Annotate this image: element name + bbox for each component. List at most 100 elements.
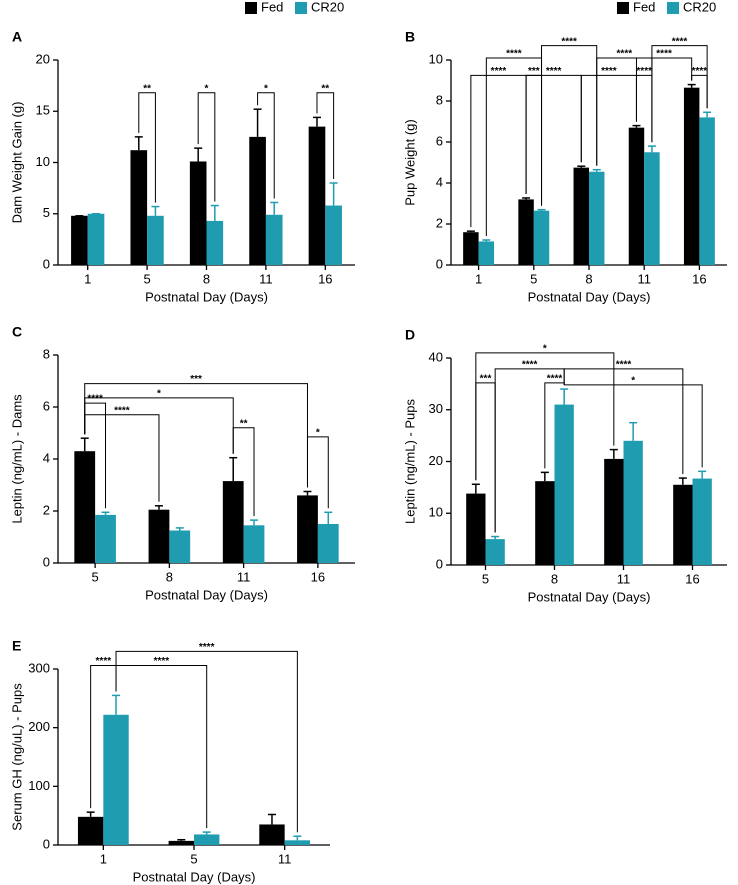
bar <box>297 495 318 563</box>
significance-label: ** <box>321 83 329 94</box>
y-tick-label: 5 <box>43 205 50 220</box>
significance-bracket <box>563 368 684 475</box>
bar <box>535 481 555 565</box>
y-axis-label: Pup Weight (g) <box>402 119 417 205</box>
y-axis-label: Leptin (ng/mL) - Dams <box>9 394 24 524</box>
bar <box>644 152 660 265</box>
significance-bracket <box>138 92 156 203</box>
legend-label: Fed <box>261 0 283 14</box>
y-tick-label: 2 <box>43 502 50 517</box>
legend-swatch <box>295 2 307 14</box>
significance-label: **** <box>546 66 562 77</box>
significance-bracket <box>197 92 216 202</box>
y-tick-label: 10 <box>36 154 50 169</box>
bar <box>206 220 224 265</box>
x-tick-label: 11 <box>617 571 631 586</box>
bar <box>284 840 311 845</box>
significance-label: **** <box>636 66 652 77</box>
significance-label: * <box>157 389 161 400</box>
significance-label: ** <box>240 418 248 429</box>
x-tick-label: 16 <box>692 271 706 286</box>
bar <box>168 840 194 845</box>
bar <box>589 171 605 265</box>
x-tick-label: 1 <box>84 271 91 286</box>
x-axis-label: Postnatal Day (Days) <box>145 289 268 304</box>
bar <box>317 524 339 563</box>
bar <box>623 440 643 565</box>
significance-label: **** <box>522 360 538 371</box>
y-tick-label: 6 <box>43 398 50 413</box>
bar <box>485 539 505 565</box>
significance-label: * <box>264 83 268 94</box>
significance-label: *** <box>480 373 492 384</box>
bar <box>463 232 479 265</box>
panel-label: B <box>405 29 415 45</box>
bar <box>147 215 164 265</box>
significance-bracket <box>563 384 703 468</box>
legend-swatch <box>245 2 257 14</box>
x-tick-label: 1 <box>475 271 482 286</box>
significance-label: **** <box>96 656 112 667</box>
significance-label: **** <box>601 66 617 77</box>
bar <box>265 214 283 265</box>
bar <box>533 210 550 265</box>
significance-bracket <box>84 383 308 488</box>
y-tick-label: 0 <box>436 256 443 271</box>
bar <box>71 215 88 265</box>
y-tick-label: 0 <box>43 836 50 851</box>
x-tick-label: 5 <box>530 271 537 286</box>
significance-bracket <box>525 74 582 194</box>
significance-label: **** <box>692 66 708 77</box>
bar <box>74 451 96 563</box>
significance-bracket <box>316 92 335 179</box>
significance-bracket <box>651 45 708 143</box>
significance-label: *** <box>190 374 202 385</box>
bar <box>249 136 266 265</box>
significance-label: **** <box>87 394 103 405</box>
y-axis-label: Leptin (ng/mL) - Pups <box>402 399 417 525</box>
significance-bracket <box>475 352 615 481</box>
x-axis-label: Postnatal Day (Days) <box>528 289 651 304</box>
significance-label: **** <box>547 373 563 384</box>
x-tick-label: 8 <box>203 271 210 286</box>
x-tick-label: 11 <box>259 271 273 286</box>
significance-label: **** <box>617 49 633 60</box>
legend-label: Fed <box>633 0 655 14</box>
y-tick-label: 15 <box>36 103 50 118</box>
x-tick-label: 5 <box>190 851 197 866</box>
bar <box>554 404 574 565</box>
significance-bracket <box>635 57 693 122</box>
significance-label: **** <box>561 36 577 47</box>
significance-label: * <box>631 376 635 387</box>
significance-label: * <box>543 343 547 354</box>
significance-label: *** <box>528 66 540 77</box>
legend-swatch <box>667 2 679 14</box>
bar <box>325 205 342 265</box>
y-tick-label: 10 <box>429 505 443 520</box>
bar <box>169 530 191 563</box>
y-tick-label: 4 <box>43 450 50 465</box>
x-axis-label: Postnatal Day (Days) <box>133 869 256 884</box>
y-tick-label: 30 <box>429 401 443 416</box>
x-axis-label: Postnatal Day (Days) <box>528 589 651 604</box>
significance-bracket <box>232 427 255 517</box>
y-tick-label: 20 <box>36 51 50 66</box>
x-tick-label: 8 <box>166 569 173 584</box>
legend-label: CR20 <box>683 0 716 14</box>
significance-label: **** <box>199 642 215 653</box>
bar <box>628 127 645 266</box>
bar <box>308 126 326 265</box>
significance-label: **** <box>154 656 170 667</box>
legend-swatch <box>617 2 629 14</box>
significance-label: **** <box>672 36 688 47</box>
significance-label: ** <box>143 83 151 94</box>
significance-bracket <box>115 664 208 829</box>
bar <box>243 525 265 563</box>
y-tick-label: 200 <box>28 719 50 734</box>
bar <box>130 150 148 265</box>
x-tick-label: 11 <box>237 569 251 584</box>
y-axis-label: Serum GH (ng/uL) - Pups <box>9 683 24 831</box>
bar <box>478 241 495 265</box>
x-axis-label: Postnatal Day (Days) <box>145 587 268 602</box>
y-tick-label: 8 <box>436 92 443 107</box>
